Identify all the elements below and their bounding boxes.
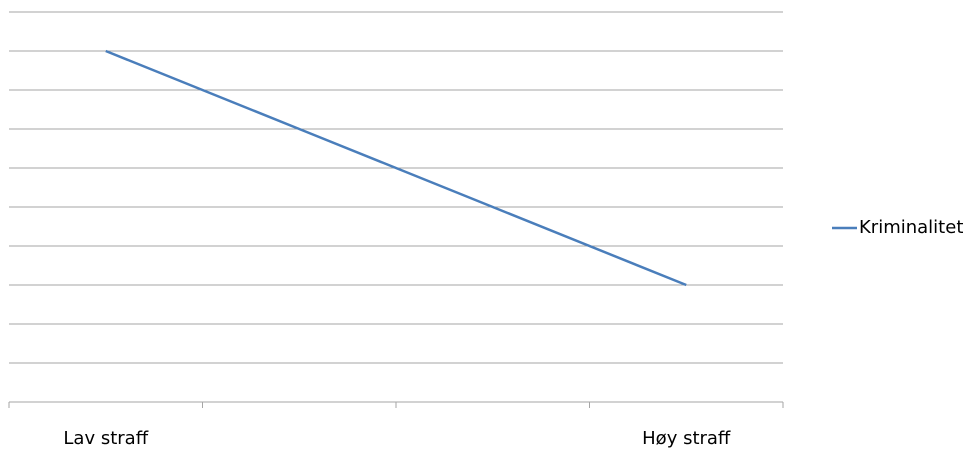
legend-label: Kriminalitet	[859, 217, 963, 238]
x-tick-label: Lav straff	[63, 428, 148, 449]
series-line	[105, 49, 687, 287]
x-tick-label: Høy straff	[642, 428, 731, 449]
